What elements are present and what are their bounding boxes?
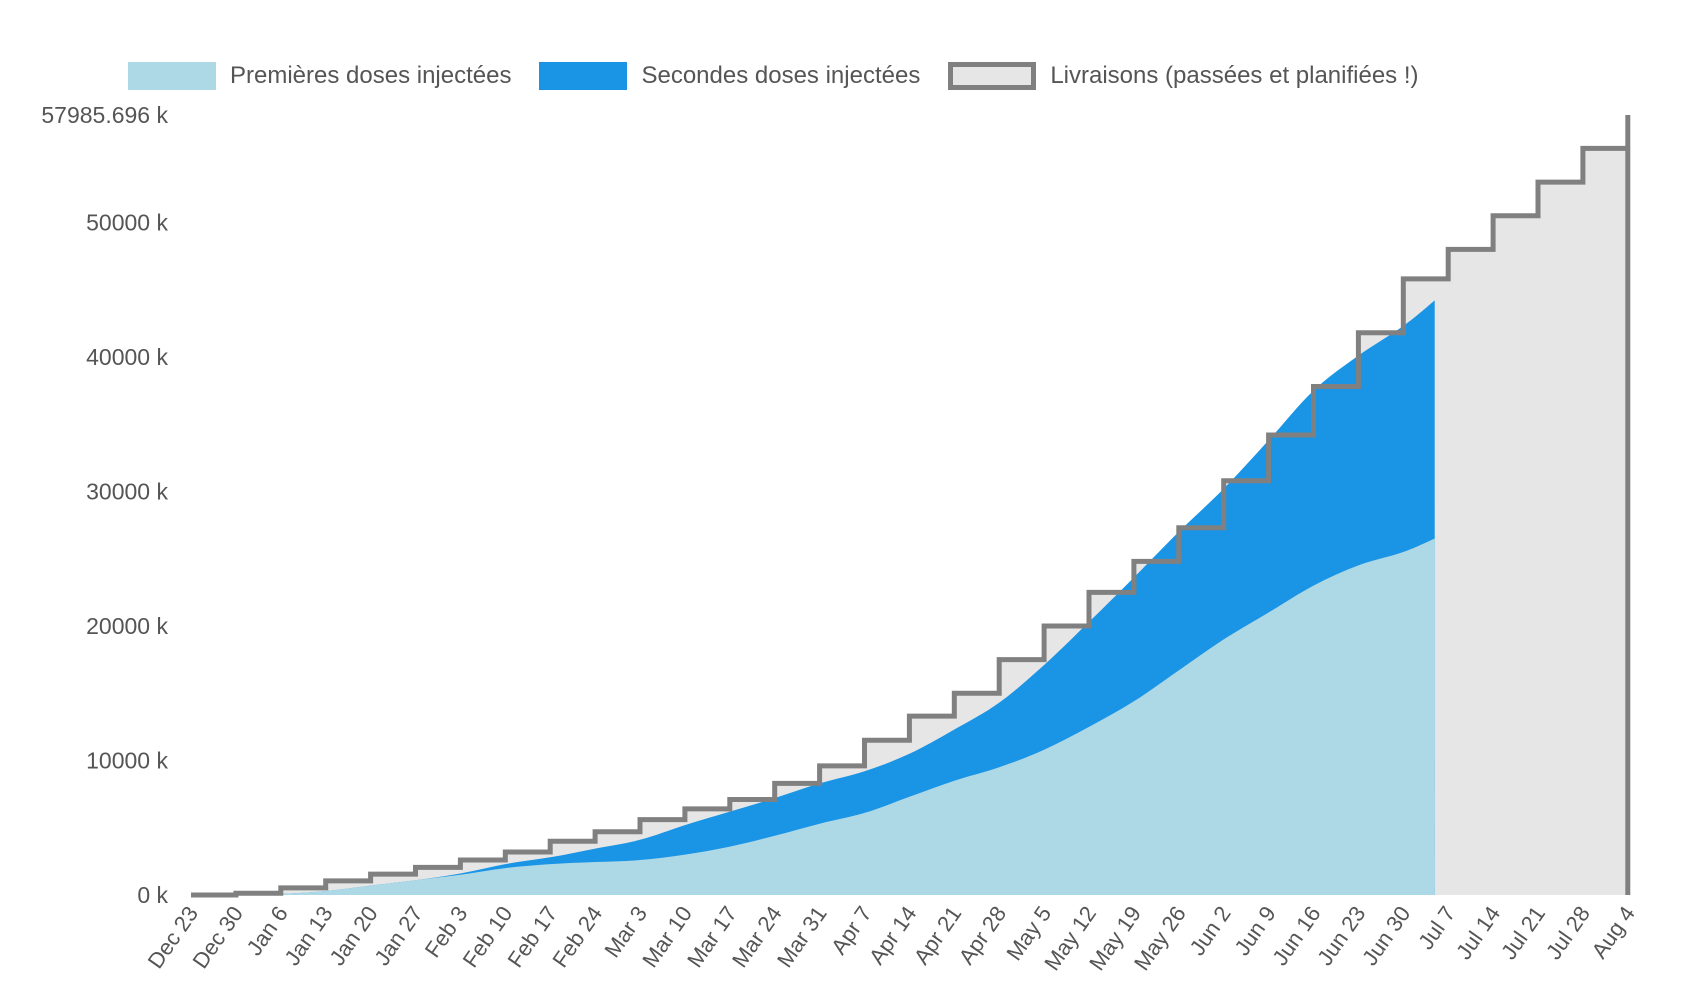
legend-label-deliveries: Livraisons (passées et planifiées !) bbox=[1050, 62, 1419, 89]
legend-swatch-deliveries bbox=[948, 62, 1037, 90]
deliveries-line bbox=[191, 115, 1631, 898]
legend-label-first-doses: Premières doses injectées bbox=[230, 62, 512, 89]
legend-swatch-second-doses bbox=[539, 62, 628, 90]
x-tick-label: Jul 14 bbox=[1451, 902, 1505, 964]
y-tick-label: 0 k bbox=[137, 882, 168, 908]
legend-item-second-doses[interactable]: Secondes doses injectées bbox=[539, 62, 920, 90]
x-tick-label: Jan 27 bbox=[369, 902, 427, 970]
x-tick-label: Apr 28 bbox=[954, 902, 1012, 969]
first-doses-area bbox=[191, 538, 1435, 895]
legend-label-second-doses: Secondes doses injectées bbox=[641, 62, 921, 89]
x-tick-label: Jun 2 bbox=[1184, 902, 1235, 960]
y-tick-label: 40000 k bbox=[86, 344, 168, 370]
x-tick-label: Jun 30 bbox=[1357, 902, 1415, 970]
x-tick-label: Apr 14 bbox=[864, 902, 922, 969]
legend: Premières doses injectées Secondes doses… bbox=[128, 62, 1447, 90]
y-tick-label: 30000 k bbox=[86, 478, 168, 504]
x-tick-label: Jul 21 bbox=[1496, 902, 1550, 964]
legend-item-first-doses[interactable]: Premières doses injectées bbox=[128, 62, 511, 90]
y-tick-label: 20000 k bbox=[86, 613, 168, 639]
x-tick-label: Apr 21 bbox=[909, 902, 967, 969]
y-tick-label: 50000 k bbox=[86, 209, 168, 235]
y-tick-label: 57985.696 k bbox=[41, 102, 168, 128]
x-tick-label: Aug 4 bbox=[1586, 902, 1639, 963]
y-tick-label: 10000 k bbox=[86, 747, 168, 773]
legend-item-deliveries[interactable]: Livraisons (passées et planifiées !) bbox=[948, 62, 1419, 90]
legend-swatch-first-doses bbox=[128, 62, 216, 90]
x-tick-label: Jul 28 bbox=[1541, 902, 1595, 964]
